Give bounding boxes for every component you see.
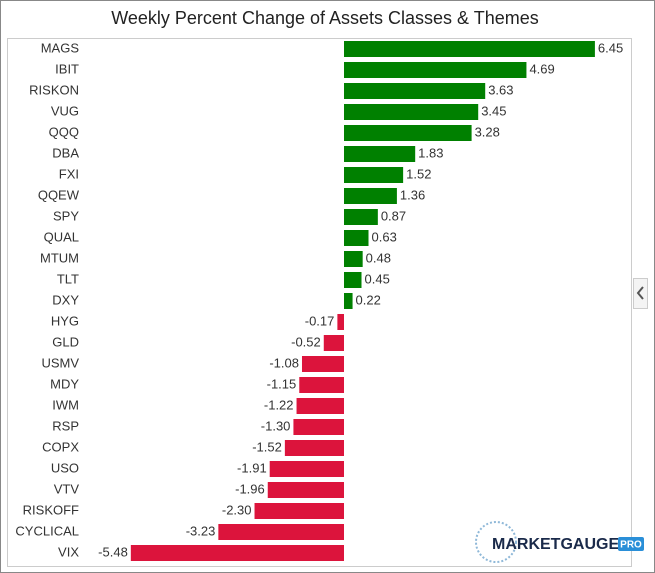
value-label: 3.28: [475, 124, 500, 139]
logo: MARKETGAUGE PRO: [475, 521, 644, 563]
category-label: HYG: [51, 313, 79, 328]
bar: [344, 272, 362, 288]
value-label: 0.48: [366, 250, 391, 265]
category-label: USMV: [41, 355, 79, 370]
value-label: 4.69: [529, 61, 554, 76]
value-label: 3.63: [488, 82, 513, 97]
value-label: 3.45: [481, 103, 506, 118]
category-label: MTUM: [40, 250, 79, 265]
value-label: 0.22: [356, 292, 381, 307]
value-label: -3.23: [186, 523, 216, 538]
bar: [344, 83, 486, 99]
plot-frame: [7, 38, 632, 567]
category-label: CYCLICAL: [15, 523, 79, 538]
category-label: RSP: [52, 418, 79, 433]
category-label: VTV: [54, 481, 80, 496]
value-label: 1.83: [418, 145, 443, 160]
bar: [344, 125, 472, 141]
value-label: -1.30: [261, 418, 291, 433]
category-label: IWM: [52, 397, 79, 412]
bar: [344, 230, 369, 246]
category-label: RISKON: [29, 82, 79, 97]
collapse-tab[interactable]: [633, 278, 648, 309]
value-label: -1.52: [252, 439, 282, 454]
bar: [299, 377, 344, 393]
bar: [344, 167, 404, 183]
category-label: SPY: [53, 208, 79, 223]
bar: [293, 419, 344, 435]
value-label: -1.22: [264, 397, 294, 412]
value-label: -1.15: [267, 376, 297, 391]
category-label: VUG: [51, 103, 79, 118]
category-label: MAGS: [41, 40, 80, 55]
bar: [344, 104, 479, 120]
bar: [344, 188, 397, 204]
value-label: -5.48: [98, 544, 128, 559]
bar: [269, 461, 344, 477]
value-label: -1.96: [235, 481, 265, 496]
value-label: 0.63: [372, 229, 397, 244]
value-label: 6.45: [598, 40, 623, 55]
value-label: 0.87: [381, 208, 406, 223]
category-label: GLD: [52, 334, 79, 349]
category-label: QQQ: [49, 124, 79, 139]
category-label: QUAL: [44, 229, 79, 244]
bar: [344, 146, 416, 162]
bar: [284, 440, 344, 456]
value-label: 1.52: [406, 166, 431, 181]
bar: [344, 251, 363, 267]
value-label: -0.17: [305, 313, 335, 328]
category-label: DBA: [52, 145, 79, 160]
category-label: FXI: [59, 166, 79, 181]
logo-badge-bg: [618, 537, 644, 551]
value-label: -1.91: [237, 460, 267, 475]
category-label: COPX: [42, 439, 79, 454]
category-label: IBIT: [55, 61, 79, 76]
bar: [337, 314, 344, 330]
bar: [344, 62, 527, 78]
category-label: RISKOFF: [23, 502, 79, 517]
bar: [344, 209, 378, 225]
logo-name: MARKETGAUGE: [492, 536, 619, 553]
bar: [254, 503, 344, 519]
bar: [344, 41, 595, 57]
bar: [130, 545, 344, 561]
bar: [301, 356, 344, 372]
value-label: -1.08: [269, 355, 299, 370]
category-label: VIX: [58, 544, 79, 559]
logo-globe: [475, 521, 517, 563]
bar: [218, 524, 344, 540]
bar: [344, 293, 353, 309]
category-label: DXY: [52, 292, 79, 307]
category-label: TLT: [57, 271, 79, 286]
logo-badge: PRO: [620, 540, 642, 551]
category-label: QQEW: [38, 187, 80, 202]
chart-title: Weekly Percent Change of Assets Classes …: [111, 8, 539, 28]
value-label: -2.30: [222, 502, 252, 517]
bar: [323, 335, 344, 351]
value-label: 0.45: [365, 271, 390, 286]
category-label: MDY: [50, 376, 79, 391]
category-label: USO: [51, 460, 79, 475]
bar: [267, 482, 344, 498]
value-label: 1.36: [400, 187, 425, 202]
bar: [296, 398, 344, 414]
value-label: -0.52: [291, 334, 321, 349]
